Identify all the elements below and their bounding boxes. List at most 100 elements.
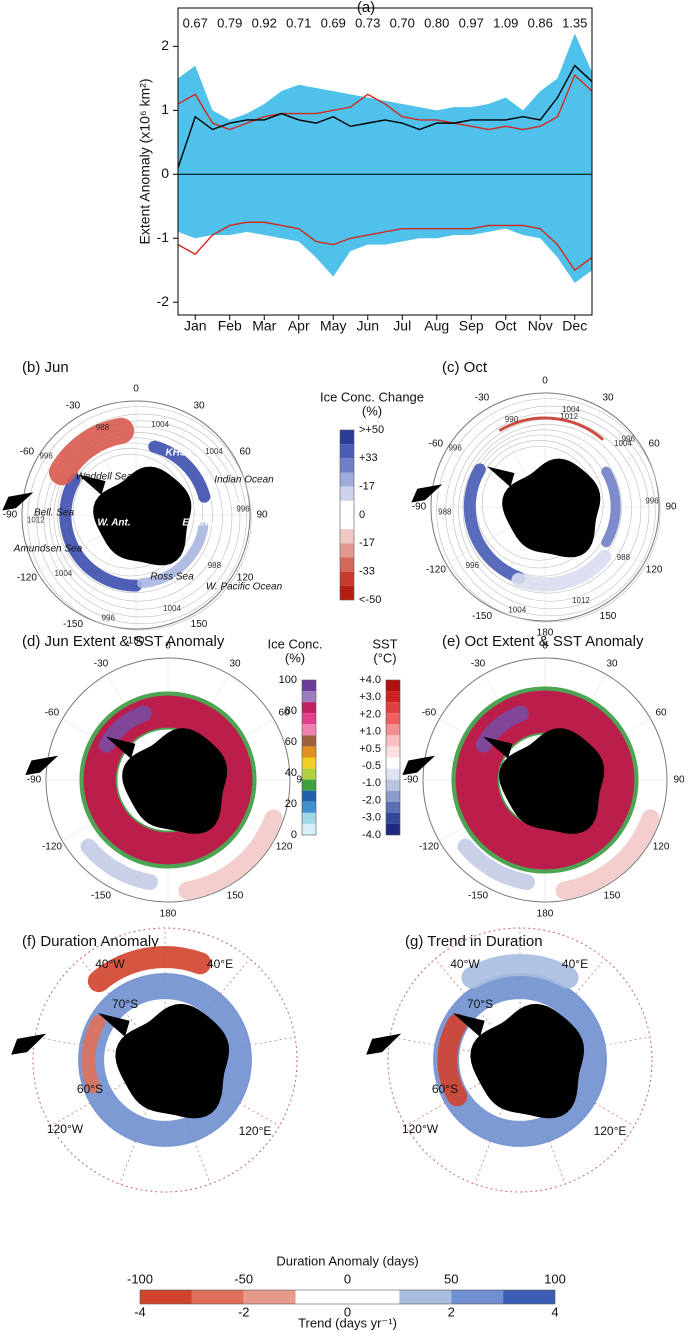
month-annotation: 1.35: [562, 15, 587, 30]
x-tick-label: Oct: [495, 318, 517, 334]
colorbar-unit: (%): [362, 403, 382, 418]
grid-label: 40°E: [207, 957, 233, 971]
x-tick-label: May: [320, 318, 346, 334]
colorbar-swatch: [302, 680, 316, 692]
longitude-label: -150: [63, 619, 83, 630]
y-tick-label: -1: [157, 229, 170, 245]
grid-label: 60°S: [432, 1082, 458, 1096]
colorbar-label: -2.0: [362, 794, 381, 806]
colorbar-swatch: [302, 757, 316, 769]
colorbar-swatch: [340, 529, 354, 544]
colorbar-label: -33: [359, 566, 375, 578]
colorbar-title: Duration Anomaly (days): [276, 1253, 418, 1268]
series-line: [177, 64, 593, 169]
panel-title: (c) Oct: [442, 359, 488, 376]
colorbar-swatch: [340, 444, 354, 459]
colorbar-swatch: [386, 713, 400, 725]
isobar-label: 1004: [562, 405, 580, 414]
colorbar-title: Ice Conc.: [268, 636, 323, 651]
place-name: W. Pacific Ocean: [206, 582, 283, 593]
ice-patch: [475, 705, 529, 753]
isobar-label: 1012: [572, 596, 590, 605]
colorbar-swatch: [386, 746, 400, 758]
longitude-label: 120: [653, 842, 670, 853]
colorbar-swatch: [302, 746, 316, 758]
isobar: [27, 406, 252, 631]
plot-frame: [177, 7, 593, 316]
colorbar-swatch: [386, 779, 400, 791]
ice-patch: [81, 1014, 106, 1094]
longitude-label: 180: [537, 628, 554, 639]
peninsula: [487, 466, 515, 488]
isobar-label: 1012: [27, 515, 45, 524]
colorbar-unit: Trend (days yr⁻¹): [298, 1315, 397, 1330]
panel-title: (d) Jun Extent & SST Anomaly: [22, 633, 225, 650]
colorbar-label: 40: [285, 767, 297, 779]
peninsula: [97, 1013, 130, 1037]
ice-patch: [59, 473, 142, 592]
meridian: [50, 1082, 126, 1127]
isobar-label: 1004: [205, 447, 223, 456]
month-annotation: 0.67: [183, 15, 208, 30]
antarctica: [93, 466, 192, 566]
x-tick-label: Mar: [252, 318, 276, 334]
x-tick-label: Nov: [528, 318, 553, 334]
south-america: [11, 1033, 47, 1055]
longitude-label: -90: [404, 775, 419, 786]
peninsula: [452, 1013, 485, 1037]
isobar-label: 988: [96, 423, 110, 432]
grid-label: 120°W: [402, 1122, 439, 1136]
meridian: [434, 958, 491, 1025]
colorbar-label: 0: [359, 509, 365, 521]
longitude-label: -60: [429, 439, 444, 450]
longitude-label: 0: [542, 376, 548, 387]
colorbar-swatch: [302, 779, 316, 791]
meridian: [119, 1103, 150, 1185]
colorbar-swatch: [302, 812, 316, 824]
colorbar-label: +1.0: [359, 726, 381, 738]
isobar-label: 996: [39, 452, 53, 461]
grid-label: 40°E: [562, 957, 588, 971]
isobar-label: 1004: [151, 420, 169, 429]
peninsula: [483, 736, 513, 759]
meridian: [194, 958, 251, 1025]
isobar: [53, 432, 223, 602]
isobar-label: 1004: [54, 569, 72, 578]
place-name: W. Ant.: [97, 518, 130, 529]
colorbar-swatch: [386, 812, 400, 824]
south-america: [25, 755, 59, 776]
colorbar-swatch: [386, 735, 400, 747]
isobar-label: 988: [208, 561, 222, 570]
longitude-label: -120: [42, 842, 62, 853]
longitude-label: -90: [3, 510, 18, 521]
colorbar-swatch: [340, 472, 354, 487]
longitude-label: 150: [600, 611, 617, 622]
grid-label: 120°W: [47, 1122, 84, 1136]
ice-patch: [98, 705, 152, 753]
meridian: [565, 1036, 651, 1053]
longitude-label: 0: [133, 384, 139, 395]
south-america: [2, 492, 34, 511]
colorbar-label: -3.0: [362, 812, 381, 824]
colorbar-swatch: [451, 1290, 504, 1304]
grid-label: 120°E: [239, 1124, 272, 1138]
place-name: Ross Sea: [150, 572, 194, 583]
colorbar-label: +0.5: [359, 743, 381, 755]
colorbar-label: 20: [285, 798, 297, 810]
longitude-label: -150: [472, 611, 492, 622]
longitude-label: -30: [66, 401, 81, 412]
ice-patch: [48, 417, 135, 486]
colorbar-swatch: [340, 557, 354, 572]
meridian: [79, 958, 136, 1025]
meridian: [389, 1036, 475, 1053]
ice-patch: [437, 1013, 468, 1107]
ice-patch: [511, 549, 612, 592]
colorbar-label: <-50: [359, 594, 381, 606]
longitude-label: -90: [27, 775, 42, 786]
longitude-label: -150: [468, 891, 488, 902]
isobar-label: 988: [617, 553, 631, 562]
colorbar-swatch: [302, 735, 316, 747]
south-america: [402, 755, 436, 776]
colorbar-swatch: [386, 702, 400, 714]
isobar: [452, 412, 650, 610]
